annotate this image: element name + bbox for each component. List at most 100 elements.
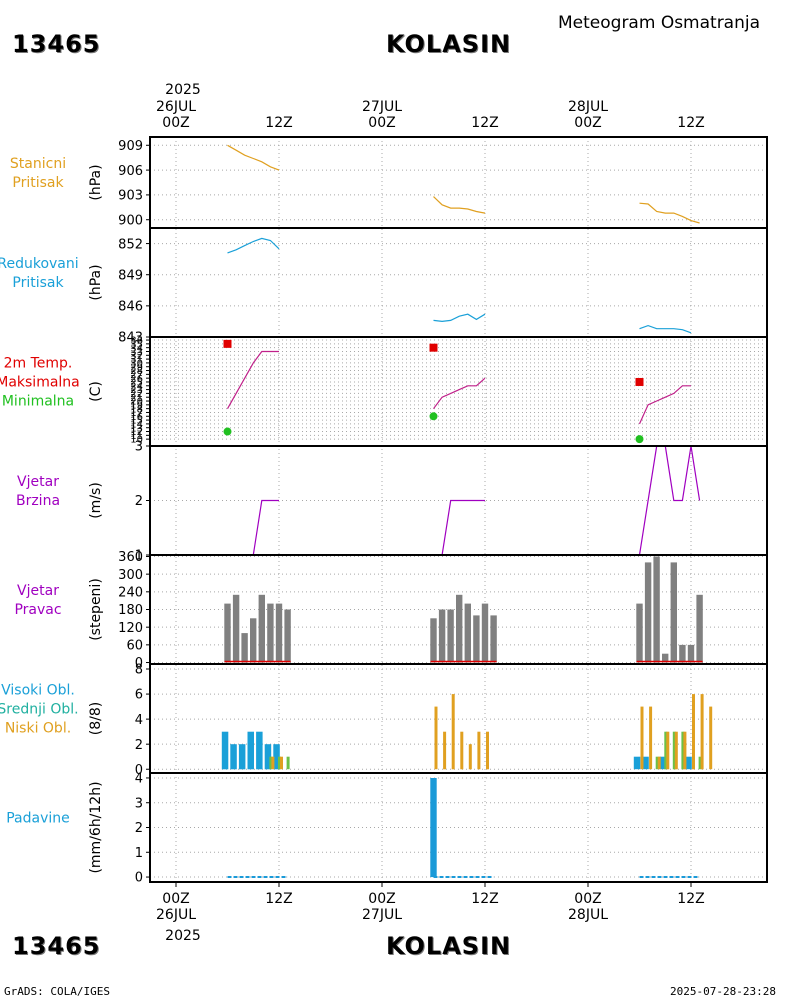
y-tick-label: 120: [118, 621, 143, 636]
unit-label: (hPa): [88, 264, 104, 300]
panel-temperature: 1011121314151617181920212223242526272829…: [0, 336, 768, 447]
top-tick-label: 26JUL: [156, 99, 196, 115]
panel-frame: [149, 772, 768, 883]
bar-direction: [636, 603, 643, 663]
bar-srednji-obl-: [278, 756, 281, 770]
y-tick-label: 852: [118, 237, 143, 252]
panel-cloud-cover: 0 2 4 6 8 (8/8) Visoki Obl. Srednji Obl. Niski O…: [0, 663, 768, 778]
panel-station-pressure: 900 903 906 909 (hPa) Stanicni Pritisak: [10, 136, 768, 229]
marker-minimalna: [223, 427, 232, 436]
panel-label-line: Brzina: [16, 493, 60, 509]
bar-niski-obl-: [692, 694, 695, 770]
y-tick-label: 906: [118, 164, 143, 179]
series-line-speed: [638, 445, 701, 556]
y-tick-label: 909: [118, 139, 143, 154]
bar-direction: [644, 562, 652, 663]
bar-direction: [653, 556, 660, 663]
panel-label-line: Pritisak: [12, 275, 64, 291]
bar-direction: [490, 615, 497, 663]
bar-direction: [670, 562, 677, 663]
bottom-tick-label: 12Z: [677, 891, 704, 907]
marker-maksimalna: [223, 339, 232, 348]
top-tick-label: 00Z: [162, 115, 189, 131]
marker-minimalna: [429, 412, 438, 421]
y-tick-label: 18: [130, 404, 143, 415]
top-tick-label: 27JUL: [362, 99, 402, 115]
footer-credits: GrADS: COLA/IGES: [4, 985, 110, 998]
panel-label-line: Pravac: [14, 602, 61, 618]
bar-direction: [662, 653, 669, 663]
unit-label: (m/s): [88, 482, 104, 519]
station-name-bottom: KOLASIN: [386, 932, 512, 960]
bar-niski-obl-: [640, 706, 644, 770]
series-line-2m-temp-: [226, 350, 279, 409]
y-tick-label: 3: [135, 796, 143, 811]
y-tick-label: 19: [130, 400, 143, 411]
bottom-tick-label: 12Z: [471, 891, 498, 907]
marker-minimalna: [635, 435, 644, 444]
bar-niski-obl-: [451, 694, 455, 770]
y-tick-label: 180: [118, 603, 143, 618]
unit-label: (C): [88, 381, 104, 402]
panel-label-line: Maksimalna: [0, 375, 80, 391]
y-tick-label: 15: [130, 416, 143, 427]
bar-visoki-obl-: [238, 744, 246, 770]
y-tick-label: 20: [130, 397, 143, 408]
y-tick-label: 34: [130, 343, 143, 354]
bar-srednji-obl-: [681, 731, 685, 770]
series-line-pressure: [433, 313, 486, 323]
panel-frame: [149, 336, 768, 447]
top-tick-label: 12Z: [265, 115, 292, 131]
y-tick-label: 36: [130, 336, 143, 347]
top-tick-label: 12Z: [677, 115, 704, 131]
bottom-year-label: 2025: [165, 928, 201, 944]
y-tick-label: 21: [130, 393, 143, 404]
series-line-speed: [433, 499, 485, 556]
y-tick-label: 16: [130, 412, 143, 423]
panel-label-line: 2m Temp.: [4, 356, 73, 372]
panel-label-line: Padavine: [6, 811, 70, 827]
bar-direction: [679, 644, 686, 663]
top-tick-label: 00Z: [574, 115, 601, 131]
panel-reduced-pressure: 843 846 849 852 (hPa) Redukovani Pritisak: [0, 227, 768, 346]
unit-label: (hPa): [88, 164, 104, 200]
bar-visoki-obl-: [247, 731, 254, 770]
unit-label: (mm/6h/12h): [88, 781, 104, 873]
y-tick-label: 28: [130, 366, 143, 377]
y-tick-label: 6: [135, 688, 143, 703]
bar-precip: [430, 778, 437, 878]
bar-srednji-obl-: [672, 731, 676, 770]
series-line-pressure: [227, 144, 280, 171]
panel-label-line: Vjetar: [17, 474, 59, 490]
series-line-speed: [227, 499, 279, 556]
bar-niski-obl-: [683, 731, 687, 770]
bar-direction: [275, 603, 283, 663]
top-tick-label: 00Z: [368, 115, 395, 131]
y-tick-label: 33: [130, 347, 143, 358]
bar-direction: [456, 594, 463, 663]
y-tick-label: 843: [118, 331, 143, 346]
series-line-pressure: [433, 196, 486, 214]
station-name-top: KOLASIN: [386, 30, 512, 58]
panel-label-line: Stanicni: [10, 156, 66, 172]
bar-niski-obl-: [700, 694, 704, 770]
series-line-pressure: [639, 324, 692, 334]
bar-niski-obl-: [434, 706, 438, 770]
y-tick-label: 900: [118, 213, 143, 228]
bar-visoki-obl-: [230, 744, 237, 770]
station-id-top: 13465: [12, 30, 101, 58]
bar-visoki-obl-: [256, 731, 263, 770]
bar-visoki-obl-: [633, 756, 641, 770]
y-tick-label: 25: [130, 378, 143, 389]
bar-niski-obl-: [280, 756, 283, 770]
unit-label: (8/8): [88, 702, 104, 735]
y-tick-label: 30: [130, 359, 143, 370]
bottom-tick-label: 26JUL: [156, 907, 196, 923]
y-tick-label: 24: [130, 381, 143, 392]
panel-label-line: Redukovani: [0, 256, 79, 272]
panel-label-line: Minimalna: [2, 394, 74, 410]
bottom-tick-label: 28JUL: [568, 907, 608, 923]
panel-wind-speed: 1 2 3 (m/s) Vjetar Brzina: [16, 440, 768, 564]
bar-srednji-obl-: [269, 756, 273, 770]
